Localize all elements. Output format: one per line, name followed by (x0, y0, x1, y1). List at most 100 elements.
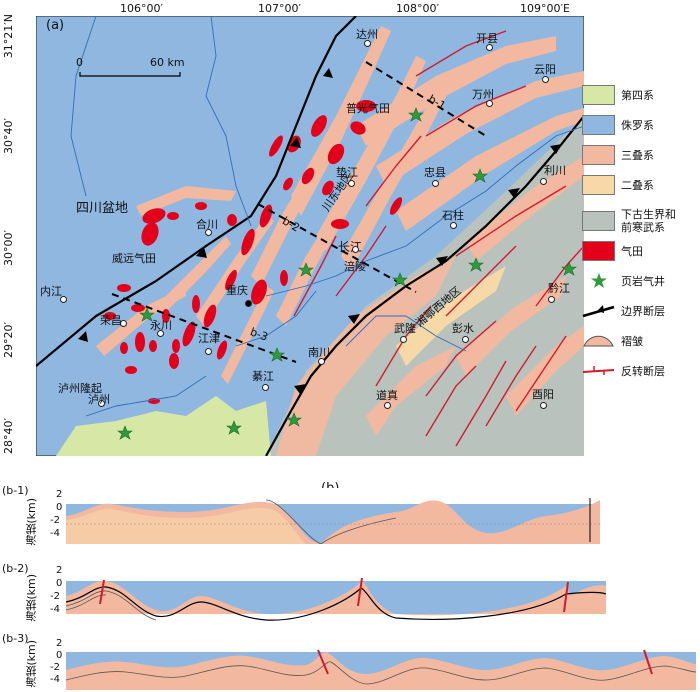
legend-swatch (582, 361, 615, 381)
fold-icon (583, 335, 614, 347)
triassic-belt-se (276, 256, 456, 456)
ytick: -2 (50, 662, 60, 673)
lat-tick-3000: 30°00′ (2, 230, 15, 266)
ytick: 2 (56, 638, 63, 649)
legend-swatch (582, 115, 615, 135)
legend-label: 褶皱 (621, 334, 643, 348)
field-weiyuan: 威远气田 (112, 252, 156, 265)
section-label-b1: (b-1) (2, 484, 29, 497)
shale-gas-wells (117, 107, 577, 440)
reversal-faults (293, 30, 584, 447)
city-daozhen: 道真 (376, 389, 398, 402)
lat-tick-2840: 28°40′ (2, 418, 15, 454)
scale-zero: 0 (76, 56, 83, 69)
rivers (70, 16, 584, 417)
section-ylabel-b1: 海拔(km) (25, 498, 38, 546)
ytick: 0 (56, 650, 63, 661)
legend-swatch (582, 331, 615, 351)
legend-fold: 褶皱 (582, 330, 643, 352)
city-dianjiang: 垫江 (336, 166, 358, 179)
legend-swatch (582, 271, 615, 291)
profile-line-b3 (111, 293, 297, 363)
legend-swatch (582, 85, 615, 105)
legend-swatch (582, 145, 615, 165)
legend-boundary-fault: 边界断层 (582, 300, 665, 322)
section-b1 (66, 488, 600, 544)
ytick: -4 (50, 528, 60, 539)
lon-tick-106: 106°00′ (120, 2, 163, 15)
lat-tick-3040: 30°40′ (2, 118, 15, 154)
ytick: -4 (50, 674, 60, 685)
gas-fields (104, 100, 403, 404)
lon-tick-107: 107°00′ (258, 2, 301, 15)
legend-swatch (582, 241, 615, 261)
legend-label: 下古生界和 前寒武系 (621, 208, 676, 234)
panel-label-a: (a) (46, 18, 65, 33)
legend-label: 二叠系 (621, 178, 654, 192)
city-youyang: 酉阳 (532, 388, 554, 401)
scale-bar (79, 72, 181, 77)
section-label-b3: (b-3) (2, 632, 29, 645)
ytick: 0 (56, 502, 63, 513)
scale-end: 60 km (150, 56, 185, 69)
ytick: -4 (50, 604, 60, 615)
city-lichuan: 利川 (544, 164, 566, 177)
quaternary-area (56, 396, 271, 456)
ytick: -2 (50, 515, 60, 526)
city-dazhou: 达州 (356, 28, 378, 41)
region-luzhou: 泸州隆起 (58, 382, 102, 395)
reversal-fault-icon (582, 366, 615, 375)
legend-jurassic: 侏罗系 (582, 114, 654, 136)
city-shizhu: 石柱 (442, 209, 464, 222)
city-chongqing: 重庆 (226, 284, 248, 297)
city-kaixian: 开县 (476, 32, 498, 45)
section-ylabel-b3: 海拔(km) (25, 640, 38, 688)
ytick: 2 (56, 565, 63, 576)
city-wanzhou: 万州 (472, 88, 494, 101)
legend-label: 三叠系 (621, 148, 654, 162)
city-yongchuan: 永川 (150, 319, 172, 332)
legend-swatch (582, 175, 615, 195)
ytick: -2 (50, 591, 60, 602)
city-nanchuan: 南川 (308, 346, 330, 359)
legend-label: 页岩气井 (621, 274, 665, 288)
legend-gasfield: 气田 (582, 240, 643, 262)
city-fuling: 涪陵 (344, 260, 366, 273)
lat-tick-3121: 31°21′N (2, 14, 15, 59)
lat-tick-2920: 29°20′ (2, 322, 15, 358)
legend-paleozoic: 下古生界和 前寒武系 (582, 206, 676, 236)
legend-quaternary: 第四系 (582, 84, 654, 106)
river-yangtze: 长江 (338, 240, 363, 254)
legend-label: 反转断层 (621, 364, 665, 378)
profile-line-b2 (257, 203, 417, 293)
lon-tick-109: 109°00′E (520, 2, 570, 15)
city-rongchang: 荣昌 (100, 314, 122, 327)
city-neijiang: 内江 (40, 285, 62, 298)
lon-tick-108: 108°00′ (396, 2, 439, 15)
legend-shale-well: 页岩气井 (582, 270, 665, 292)
city-pengshui: 彭水 (452, 322, 474, 335)
city-qijiang: 綦江 (252, 370, 274, 383)
section-ylabel-b2: 海拔(km) (25, 574, 38, 622)
field-puguang: 普光气田 (346, 102, 390, 115)
legend-label: 气田 (621, 244, 643, 258)
ytick: 2 (56, 489, 63, 500)
legend-triassic: 三叠系 (582, 144, 654, 166)
city-wulong: 武隆 (394, 322, 416, 335)
geologic-map (36, 16, 584, 456)
legend-swatch (582, 301, 615, 321)
legend-permian: 二叠系 (582, 174, 654, 196)
section-b3 (66, 640, 696, 690)
star-icon (590, 273, 607, 288)
section-label-b2: (b-2) (2, 562, 29, 575)
city-luzhou: 泸州 (88, 393, 110, 406)
city-hechuan: 合川 (196, 218, 218, 231)
region-sichuan-basin: 四川盆地 (76, 201, 129, 216)
city-yunyang: 云阳 (534, 63, 556, 76)
city-zhongxian: 忠县 (424, 166, 446, 179)
city-jiangjin: 江津 (198, 332, 220, 345)
city-qianjiang: 黔江 (548, 282, 570, 295)
section-b2 (66, 566, 606, 622)
legend-swatch (582, 211, 615, 231)
legend-label: 侏罗系 (621, 118, 654, 132)
